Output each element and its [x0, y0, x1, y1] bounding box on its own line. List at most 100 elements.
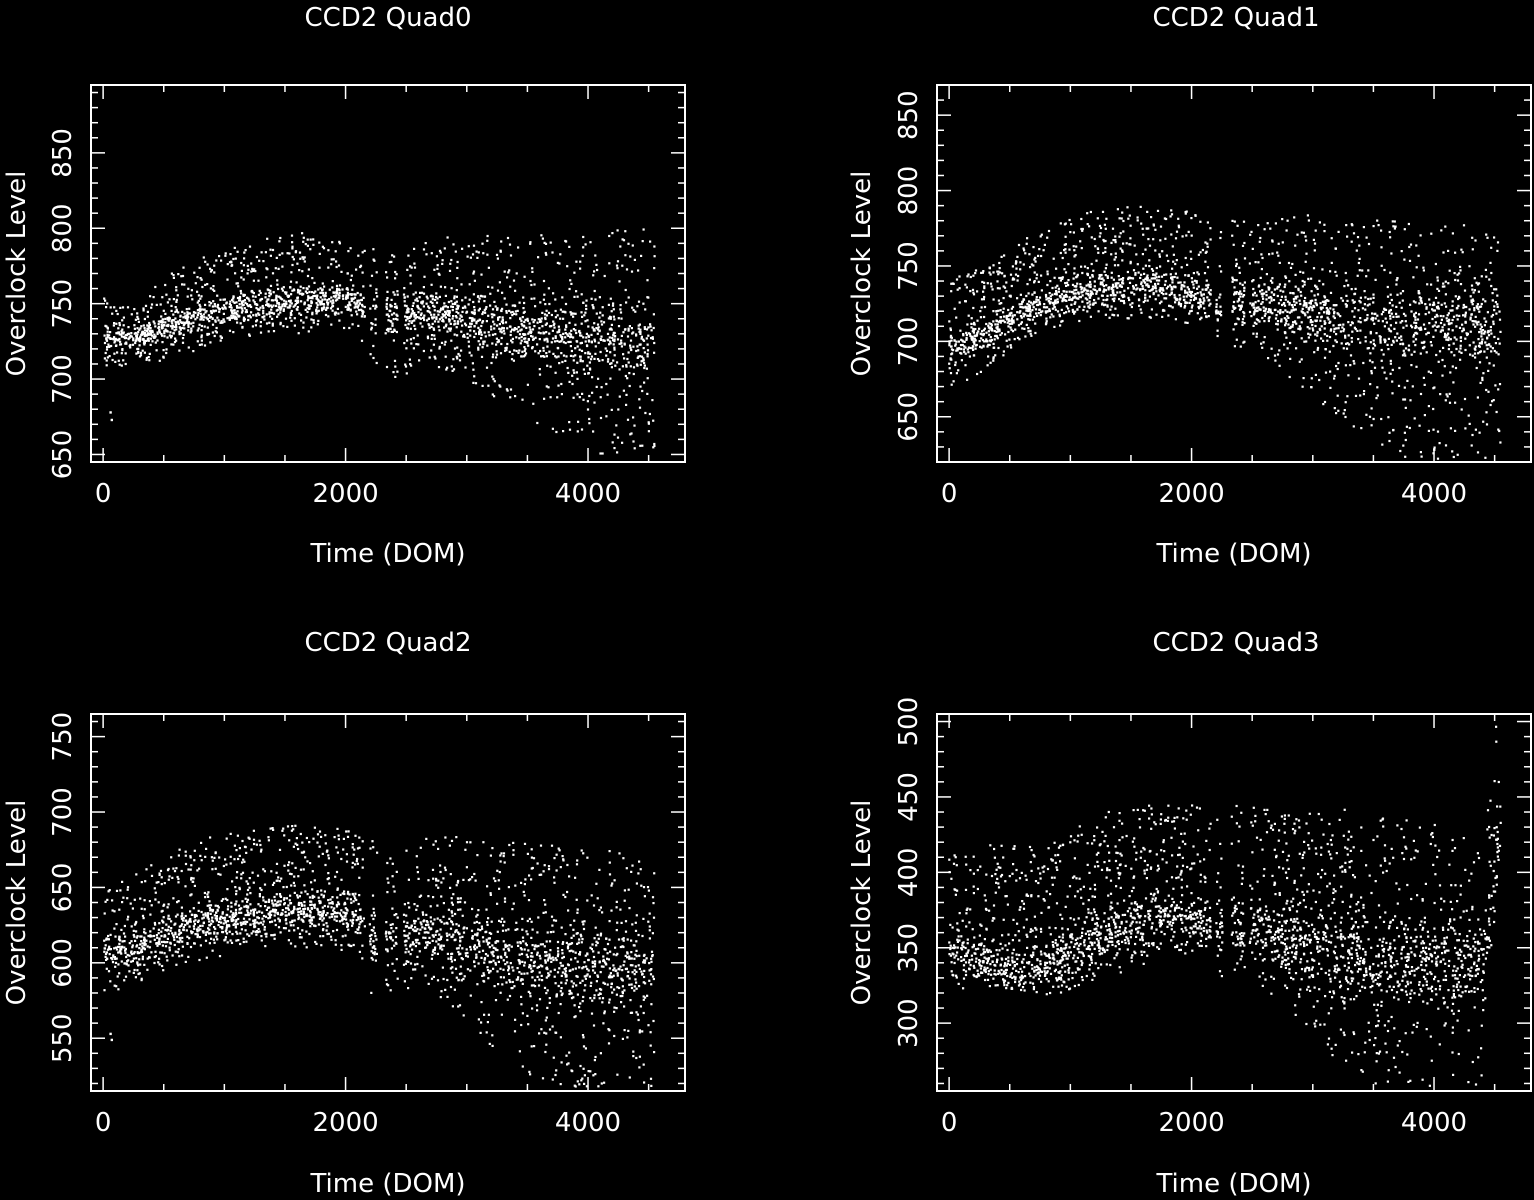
scatter-point — [527, 338, 530, 341]
scatter-point — [289, 311, 292, 314]
scatter-point — [974, 339, 977, 342]
scatter-point — [1200, 316, 1203, 319]
scatter-point — [361, 305, 364, 308]
scatter-point — [1323, 333, 1326, 336]
scatter-point — [181, 321, 184, 324]
scatter-point — [556, 314, 559, 317]
scatter-point — [220, 320, 223, 323]
scatter-point — [463, 335, 466, 338]
scatter-point — [1146, 210, 1149, 213]
scatter-point — [1004, 333, 1007, 336]
scatter-point — [173, 325, 176, 329]
scatter-point — [385, 328, 389, 331]
scatter-point — [593, 357, 596, 360]
scatter-point — [310, 300, 313, 303]
scatter-point — [1235, 291, 1238, 294]
scatter-point — [1322, 283, 1325, 286]
scatter-point — [1155, 272, 1158, 275]
scatter-point — [1027, 292, 1030, 295]
scatter-point — [1468, 265, 1471, 268]
scatter-point — [969, 334, 972, 337]
scatter-point — [1392, 339, 1395, 342]
scatter-point — [650, 337, 653, 340]
scatter-point — [1470, 299, 1473, 302]
scatter-point — [1304, 296, 1307, 300]
scatter-point — [412, 347, 415, 350]
scatter-point — [587, 339, 590, 342]
scatter-point — [971, 347, 974, 350]
scatter-point — [597, 377, 600, 380]
scatter-point — [1008, 312, 1011, 315]
scatter-point — [1257, 285, 1260, 288]
scatter-point — [1031, 303, 1034, 306]
scatter-point — [1019, 268, 1022, 271]
scatter-point — [633, 424, 636, 427]
scatter-point — [211, 331, 214, 334]
scatter-point — [522, 333, 525, 336]
scatter-point — [1102, 285, 1105, 288]
scatter-point — [208, 301, 211, 304]
scatter-point — [1202, 293, 1205, 296]
scatter-point — [1025, 242, 1028, 245]
y-tick-label: 650 — [48, 430, 78, 480]
scatter-point — [1104, 274, 1107, 277]
scatter-point — [410, 321, 413, 324]
scatter-point — [1235, 279, 1238, 282]
scatter-point — [139, 327, 142, 330]
scatter-point — [395, 306, 398, 310]
scatter-point — [1074, 254, 1077, 257]
scatter-point — [232, 331, 235, 334]
scatter-point — [593, 329, 596, 332]
scatter-point — [137, 320, 140, 323]
scatter-point — [1353, 300, 1356, 303]
scatter-point — [1265, 273, 1268, 276]
scatter-point — [1243, 289, 1246, 292]
scatter-point — [1398, 336, 1401, 339]
scatter-point — [652, 313, 655, 316]
scatter-point — [1147, 238, 1150, 241]
scatter-point — [468, 351, 471, 354]
scatter-point — [149, 343, 152, 346]
scatter-point — [1281, 241, 1284, 244]
scatter-point — [1365, 318, 1368, 322]
scatter-point — [1029, 301, 1032, 304]
chart-title: CCD2 Quad0 — [304, 3, 471, 33]
scatter-point — [486, 234, 489, 238]
scatter-point — [966, 275, 969, 278]
scatter-point — [653, 245, 656, 248]
scatter-point — [109, 411, 112, 414]
scatter-point — [1093, 237, 1096, 241]
scatter-point — [1451, 329, 1454, 332]
scatter-point — [969, 275, 972, 279]
scatter-point — [1104, 267, 1107, 270]
scatter-point — [1387, 337, 1390, 340]
scatter-point — [545, 385, 548, 388]
scatter-point — [1454, 401, 1457, 404]
scatter-point — [1267, 308, 1270, 311]
scatter-point — [203, 344, 207, 347]
scatter-point — [1487, 390, 1490, 393]
scatter-point — [1473, 289, 1476, 292]
scatter-point — [412, 302, 415, 305]
scatter-point — [349, 247, 352, 250]
scatter-point — [162, 309, 165, 312]
scatter-point — [105, 337, 108, 340]
scatter-point — [1306, 214, 1309, 217]
scatter-point — [327, 266, 330, 269]
scatter-point — [275, 296, 278, 300]
scatter-point — [530, 334, 533, 338]
scatter-point — [1392, 341, 1395, 344]
scatter-point — [520, 328, 523, 331]
scatter-point — [392, 312, 396, 315]
scatter-point — [1444, 293, 1447, 296]
scatter-point — [1241, 283, 1244, 286]
scatter-point — [476, 295, 480, 298]
scatter-point — [1313, 294, 1316, 297]
scatter-point — [1272, 293, 1275, 296]
scatter-point — [166, 318, 169, 321]
scatter-point — [1180, 284, 1183, 287]
scatter-point — [1363, 390, 1366, 393]
scatter-point — [643, 381, 646, 384]
scatter-point — [638, 330, 641, 333]
scatter-point — [622, 353, 625, 356]
